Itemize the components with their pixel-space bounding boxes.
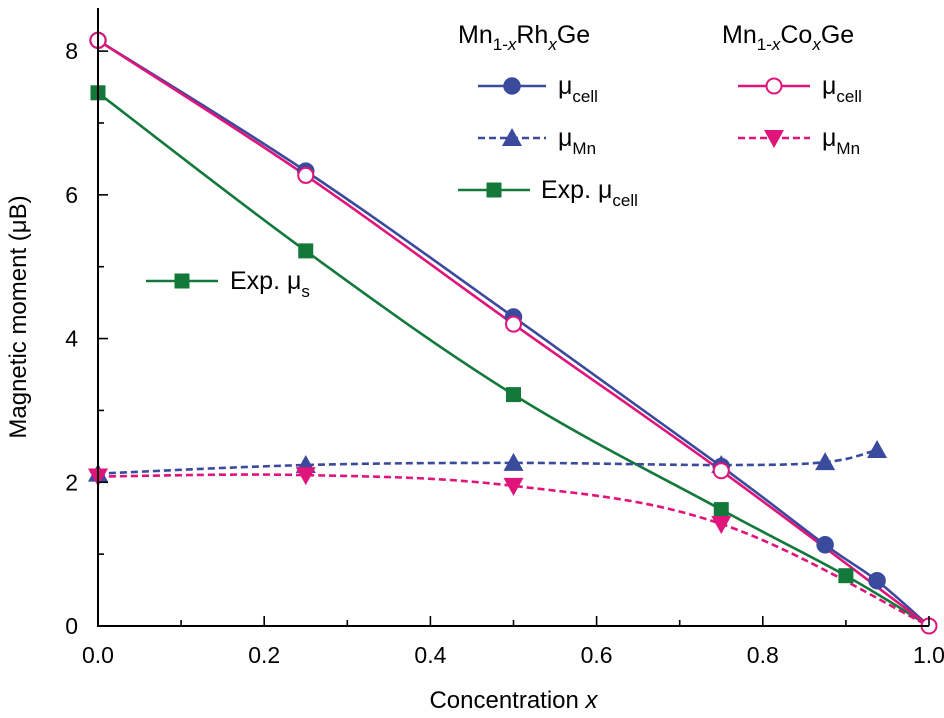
x-tick-label: 0.2 (248, 642, 280, 668)
legend-label-5: Exp. μs (230, 267, 310, 301)
legend-marker-2 (765, 77, 783, 95)
axes-group: 0.0 0.2 0.4 0.6 0.8 1.0 0 2 4 6 8 Concentration x Ma… (5, 8, 944, 714)
legend-label-0: μcell (558, 72, 598, 106)
x-tick-label: 0.4 (414, 642, 446, 668)
plot-markers-group (88, 31, 938, 635)
legend-label-3: μMn (822, 124, 860, 158)
y-axis-title: Magnetic moment (μB) (5, 195, 32, 438)
series-line-2 (97, 39, 930, 628)
legend-label-2: μcell (822, 72, 862, 106)
legend-title-co: Mn1-xCoxGe (722, 21, 854, 54)
y-tick-label: 4 (65, 326, 78, 352)
data-point-2-2 (505, 315, 522, 333)
legend-group: Mn1-xRhxGe Mn1-xCoxGe μcell μMn Exp. μcell Ex… (146, 21, 862, 301)
x-tick-label: 0.6 (581, 642, 613, 668)
legend-title-rh: Mn1-xRhxGe (458, 21, 590, 54)
legend-marker-3 (764, 130, 784, 148)
plot-series-group (97, 39, 930, 628)
legend-marker-5 (174, 273, 190, 289)
y-tick-label: 0 (65, 613, 78, 639)
legend-label-4: Exp. μcell (541, 176, 638, 210)
data-point-4-4 (838, 568, 854, 584)
x-tick-label: 1.0 (913, 642, 944, 668)
data-point-3-3 (711, 515, 732, 534)
data-point-3-2 (503, 477, 524, 496)
y-tick-label: 8 (65, 38, 78, 64)
data-point-0-5 (868, 571, 886, 590)
series-line-1 (97, 448, 878, 475)
legend-label-1: μMn (558, 124, 596, 158)
data-point-1-2 (503, 452, 524, 471)
data-point-1-4 (815, 452, 836, 471)
data-point-2-1 (297, 166, 315, 184)
data-point-3-1 (295, 467, 316, 486)
data-point-1-5 (867, 439, 888, 458)
x-tick-label: 0.0 (82, 642, 114, 668)
series-line-0 (97, 39, 930, 627)
y-tick-label: 2 (65, 469, 78, 495)
data-point-4-3 (713, 502, 729, 518)
series-line-3 (97, 473, 930, 628)
y-tick-label: 6 (65, 182, 78, 208)
data-point-4-1 (298, 243, 314, 259)
data-point-2-3 (712, 462, 730, 480)
legend-marker-0 (503, 77, 521, 95)
series-line-4 (97, 91, 930, 628)
x-tick-label: 0.8 (747, 642, 779, 668)
legend-marker-1 (502, 128, 522, 146)
data-point-4-2 (506, 387, 521, 403)
data-point-0-4 (816, 536, 834, 554)
legend-marker-4 (486, 182, 502, 198)
x-axis-title: Concentration x (429, 687, 598, 714)
